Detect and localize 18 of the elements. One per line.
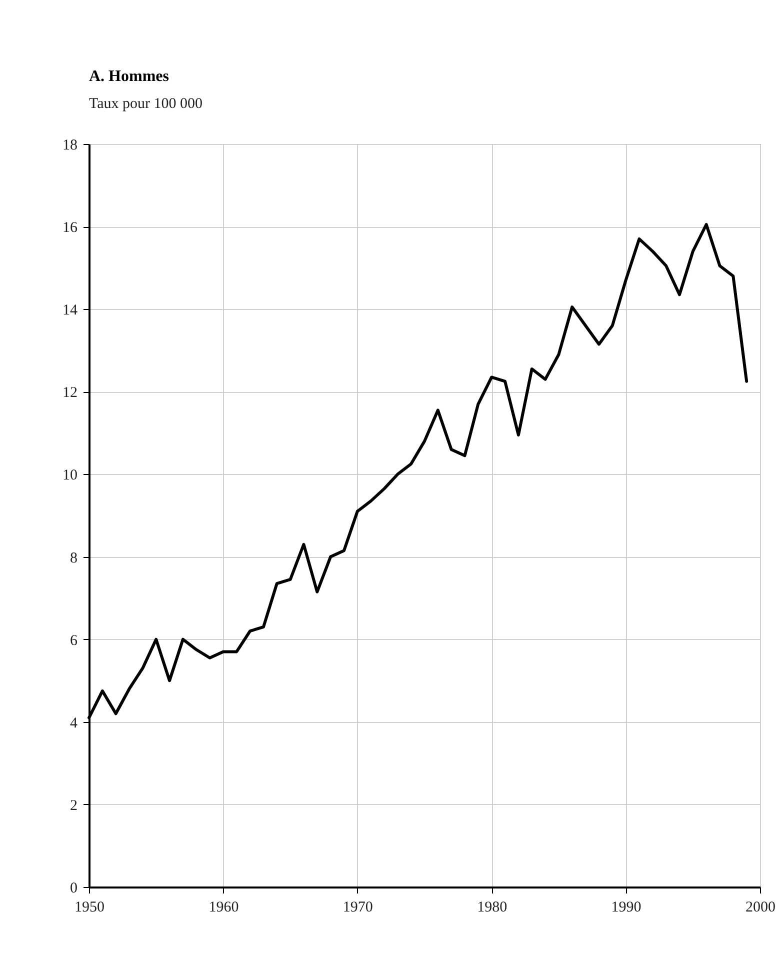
y-tick-label: 14	[62, 302, 78, 319]
y-tick-label: 18	[62, 138, 78, 154]
x-tick-label: 1980	[477, 900, 508, 916]
y-tick-label: 12	[62, 385, 78, 402]
x-tick-label: 1970	[342, 900, 373, 916]
chart-subtitle: Taux pour 100 000	[89, 96, 203, 112]
y-tick-label: 0	[70, 880, 78, 896]
x-tick-label: 1960	[208, 900, 239, 916]
x-tick-label: 2000	[746, 900, 776, 916]
x-tick-label: 1950	[74, 900, 104, 916]
y-tick-label: 8	[70, 550, 78, 566]
y-tick-label: 2	[70, 798, 78, 814]
x-tick-label: 1990	[611, 900, 642, 916]
y-tick-label: 6	[70, 632, 78, 649]
y-tick-label: 16	[62, 220, 78, 236]
y-tick-label: 10	[62, 468, 78, 484]
chart-title: A. Hommes	[89, 68, 169, 85]
y-tick-label: 4	[70, 715, 78, 732]
